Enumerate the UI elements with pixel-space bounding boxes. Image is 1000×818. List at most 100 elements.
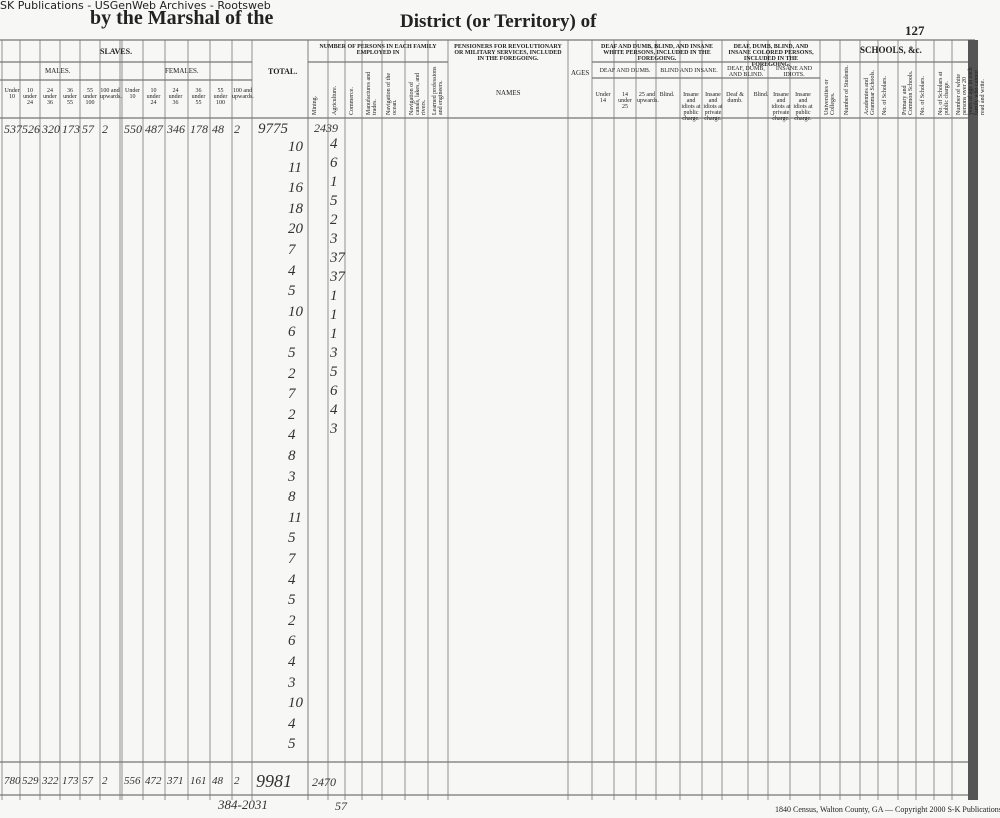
entry: 9775	[258, 121, 288, 137]
employed-header: NUMBER OF PERSONS IN EACH FAMILY EMPLOYE…	[319, 44, 437, 56]
school-col: No. of Scholars.	[920, 76, 926, 115]
agriculture-entry: 3	[330, 231, 338, 247]
age-header: Under 10	[4, 88, 20, 100]
age-header: Under 10	[125, 88, 140, 100]
total-entry: 2	[288, 406, 296, 423]
agriculture-entry: 1	[330, 174, 338, 190]
total-entry: 20	[288, 221, 303, 238]
pensioners-header: PENSIONERS FOR REVOLUTIONARY OR MILITARY…	[454, 44, 562, 62]
entry: 57	[82, 122, 94, 136]
footer: 1840 Census, Walton County, GA — Copyrig…	[775, 805, 1000, 814]
entry: 48	[212, 122, 224, 136]
total-entry: 8	[288, 489, 296, 506]
colored-col: Blind.	[753, 92, 769, 98]
entry: 2	[234, 122, 240, 136]
employed-col: Manufactures and trades.	[366, 71, 378, 115]
agriculture-entry: 5	[330, 193, 338, 209]
employed-col: Navigation of the ocean.	[386, 73, 398, 115]
agriculture-entry: 37	[330, 250, 345, 266]
entry: 178	[190, 122, 208, 136]
school-col: Number of Students.	[844, 65, 850, 115]
schools-header: SCHOOLS, &c.	[860, 45, 922, 55]
slaves-header: SLAVES.	[100, 47, 133, 56]
source: SK Publications - USGenWeb Archives - Ro…	[0, 0, 271, 12]
total-entry: 10	[288, 139, 303, 155]
total-entry: 4	[288, 262, 296, 279]
total-entry: 5	[288, 592, 296, 609]
total-entry: 3	[288, 674, 296, 691]
white-col: Blind.	[659, 92, 675, 98]
total-entry: 4	[288, 715, 296, 732]
total-entry: 6	[288, 324, 296, 341]
agriculture-entry: 6	[330, 155, 338, 171]
school-col: Academies and Grammar Schools.	[864, 70, 876, 115]
sum: 173	[62, 775, 79, 787]
agriculture-entry: 6	[330, 383, 338, 399]
age-header: 10 under 24	[146, 88, 161, 106]
sum: 322	[42, 775, 59, 787]
colored-header: DEAF, DUMB, BLIND, AND INSANE COLORED PE…	[728, 44, 814, 68]
school-col: No. of Scholars at public charge.	[938, 71, 950, 115]
agriculture-entry: 1	[330, 288, 338, 304]
note: 384-2031	[218, 797, 268, 812]
entry: 320	[42, 122, 60, 136]
agriculture-entry: 3	[330, 345, 338, 361]
white-header: DEAF AND DUMB, BLIND, AND INSANE WHITE P…	[601, 44, 713, 62]
title-left: by the Marshal of the	[90, 7, 274, 29]
agriculture-entry: 3	[330, 421, 338, 437]
sum: 556	[124, 775, 141, 787]
white-col: 14 under 25	[618, 92, 632, 110]
age-header: 24 under 36	[43, 88, 57, 106]
page-number: 127	[905, 23, 925, 38]
total-entry: 3	[288, 468, 296, 485]
total-entry: 5	[288, 345, 296, 361]
age-header: 55 under 100	[83, 88, 97, 106]
ages-header: AGES	[571, 69, 590, 77]
age-header: 36 under 55	[191, 88, 206, 106]
edge-shadow	[968, 40, 978, 800]
total-entry: 4	[288, 571, 296, 588]
white-sub: BLIND AND INSANE.	[660, 68, 718, 74]
white-col: Insane and idiots at private charge.	[703, 92, 723, 122]
agriculture-entry: 4	[330, 136, 338, 152]
total-entry: 16	[288, 180, 303, 197]
employed-col: Agriculture.	[332, 85, 338, 115]
sum: 161	[190, 775, 207, 787]
entry: 173	[62, 122, 80, 136]
total-entry: 2	[288, 365, 296, 382]
total-entry: 8	[288, 448, 296, 464]
total-entry: 10	[288, 303, 303, 320]
entry: 2	[102, 122, 108, 136]
sum: 472	[145, 775, 162, 787]
total-entry: 7	[288, 551, 296, 567]
agriculture-entry: 2	[330, 212, 338, 228]
employed-col: Commerce.	[349, 87, 355, 115]
sum: 57	[82, 775, 93, 787]
school-col: Primary and Common Schools.	[902, 70, 914, 115]
total-entry: 2	[288, 612, 296, 629]
agriculture-entry: 37	[330, 269, 345, 285]
employed-col: Mining.	[312, 95, 318, 115]
agriculture-entry: 1	[330, 307, 338, 323]
total-entry: 5	[288, 283, 296, 300]
title-right: District (or Territory) of	[400, 11, 597, 32]
colored-col: Insane and idiots at private charge.	[771, 92, 791, 122]
entry: 526	[22, 122, 40, 136]
males-header: MALES.	[45, 67, 71, 75]
total-entry: 5	[288, 736, 296, 753]
sum: 2	[234, 775, 240, 787]
females-header: FEMALES.	[165, 67, 199, 75]
colored-sub: INSANE AND IDIOTS.	[775, 66, 813, 78]
entry: 550	[124, 122, 142, 136]
agriculture-entry: 5	[330, 364, 338, 380]
colored-sub: DEAF, DUMB, AND BLIND.	[727, 66, 765, 78]
sum: 48	[212, 775, 223, 787]
total-entry: 6	[288, 633, 296, 650]
sum: 780	[4, 775, 21, 787]
colored-col: Deaf & dumb.	[726, 92, 744, 104]
total-entry: 18	[288, 200, 303, 217]
entry: 537	[4, 122, 22, 136]
age-header: 100 and upwards.	[100, 88, 122, 100]
